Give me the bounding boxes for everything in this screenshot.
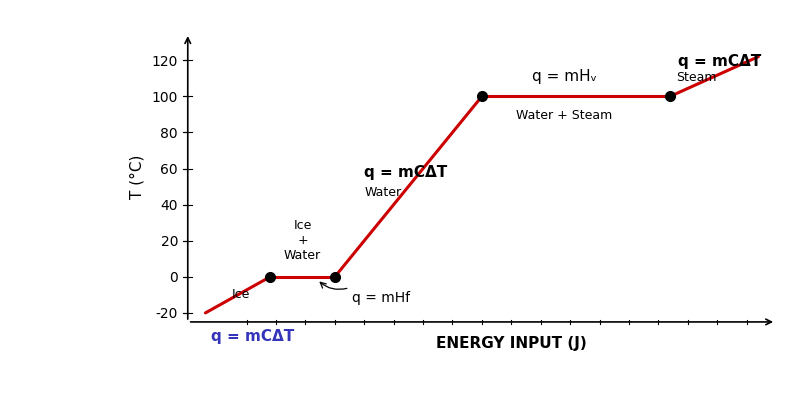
Text: q = mHᵥ: q = mHᵥ [532,69,597,84]
Text: ENERGY INPUT (J): ENERGY INPUT (J) [436,336,586,351]
Text: q = mCΔT: q = mCΔT [364,165,447,180]
Text: q = mCΔT: q = mCΔT [211,329,294,344]
Text: Ice
+
Water: Ice + Water [284,220,321,262]
Text: Steam: Steam [676,71,717,84]
Text: Ice: Ice [232,288,250,301]
Text: q = mCΔT: q = mCΔT [678,54,762,69]
Y-axis label: T (°C): T (°C) [130,154,145,199]
Text: q = mHf: q = mHf [353,291,410,305]
Text: Water + Steam: Water + Steam [516,109,612,122]
Text: Water: Water [364,185,402,198]
